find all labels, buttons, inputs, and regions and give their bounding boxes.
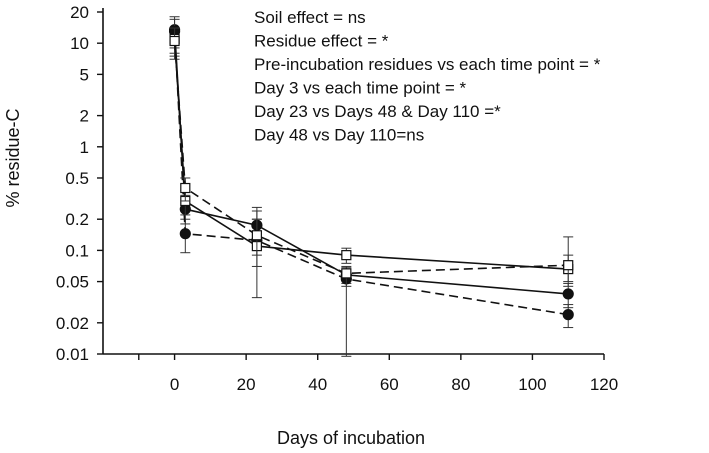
data-point <box>563 260 574 271</box>
series-4 <box>169 27 574 357</box>
annotation-line: Day 23 vs Days 48 & Day 110 =* <box>254 102 501 121</box>
data-point <box>562 309 574 321</box>
x-axis-title: Days of incubation <box>277 428 425 448</box>
x-tick-label: 0 <box>170 375 179 394</box>
y-tick-label: 0.1 <box>65 241 89 260</box>
y-tick-label: 0.05 <box>56 273 89 292</box>
y-tick-label: 20 <box>70 3 89 22</box>
annotation-line: Residue effect = * <box>254 32 389 51</box>
y-tick-label: 1 <box>80 138 89 157</box>
data-point <box>169 35 180 47</box>
annotation-line: Day 48 vs Day 110=ns <box>254 126 424 145</box>
annotation-line: Pre-incubation residues vs each time poi… <box>254 55 601 74</box>
y-tick-label: 0.02 <box>56 314 89 333</box>
x-tick-label: 120 <box>590 375 618 394</box>
annotation-layer: Soil effect = ns Residue effect = * Pre-in… <box>254 8 601 145</box>
x-tick-label: 80 <box>451 375 470 394</box>
annotation-line: Soil effect = ns <box>254 8 366 27</box>
data-point <box>341 250 352 261</box>
data-point <box>562 288 574 300</box>
data-point <box>251 230 262 241</box>
x-tick-label: 100 <box>518 375 546 394</box>
y-tick-label: 0.01 <box>56 345 89 364</box>
data-point <box>180 182 191 194</box>
axes <box>102 8 604 355</box>
y-tick-label: 0.5 <box>65 169 89 188</box>
ticks: 0.01 0.02 0.05 0.1 0.2 0.5 1 2 5 10 20 0 20 40 60 80 100… <box>56 3 618 394</box>
annotation-line: Day 3 vs each time point = * <box>254 79 467 98</box>
y-axis-title: % residue-C <box>3 108 23 207</box>
y-tick-label: 10 <box>70 34 89 53</box>
x-tick-label: 60 <box>380 375 399 394</box>
series-line <box>173 40 569 275</box>
y-tick-label: 5 <box>80 65 89 84</box>
y-tick-label: 2 <box>80 107 89 126</box>
x-tick-label: 20 <box>237 375 256 394</box>
series-layer <box>168 16 574 357</box>
y-tick-label: 0.2 <box>65 210 89 229</box>
data-point <box>179 228 191 240</box>
x-tick-label: 40 <box>308 375 327 394</box>
data-point <box>341 268 352 279</box>
